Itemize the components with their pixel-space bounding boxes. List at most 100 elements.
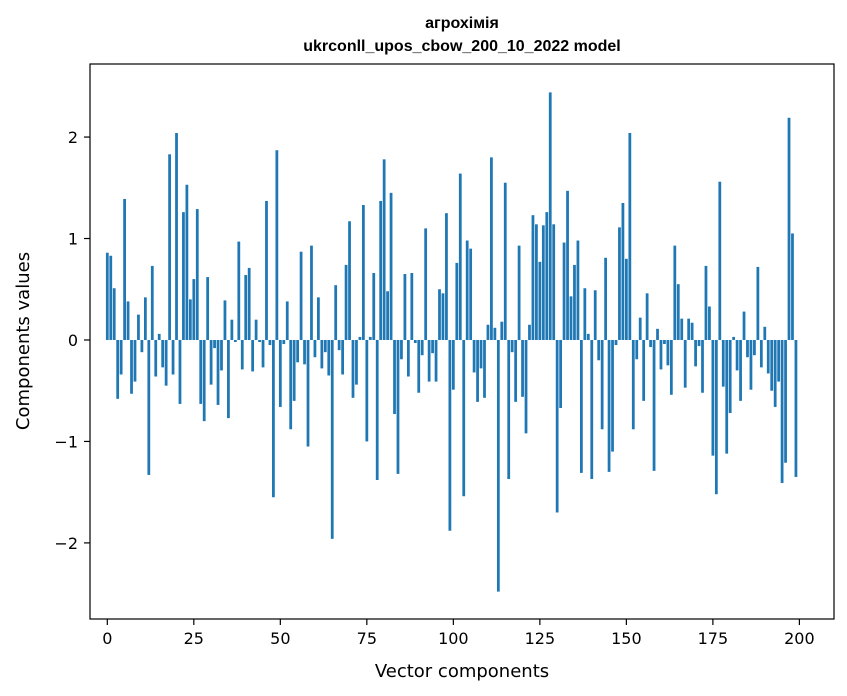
bar-187 [753,339,756,356]
bar-113 [496,339,500,592]
bar-164 [673,245,677,340]
bar-132 [562,242,566,340]
bar-161 [663,339,666,345]
bar-63 [323,339,327,353]
bar-195 [780,339,784,484]
bar-149 [621,203,625,340]
bar-3 [116,339,120,399]
bar-41 [247,267,251,340]
bar-140 [590,339,594,479]
bar-127 [545,212,549,340]
bar-148 [618,227,621,340]
bar-59 [310,245,313,340]
bar-169 [690,322,694,340]
bar-145 [607,339,611,472]
bar-19 [171,339,175,375]
bar-137 [580,339,583,473]
bar-160 [659,339,663,370]
bar-193 [773,339,777,407]
bar-68 [341,339,344,375]
bar-54 [292,339,296,401]
bar-35 [227,339,230,419]
bar-5 [123,198,126,340]
bar-89 [413,339,417,344]
bar-27 [199,339,203,404]
bar-39 [240,339,244,370]
bar-13 [150,265,154,340]
bar-131 [559,339,563,408]
bar-76 [368,336,372,340]
bar-196 [784,339,787,463]
bar-22 [182,212,185,340]
bar-42 [251,339,255,372]
bar-32 [216,339,220,405]
bar-142 [597,339,601,361]
bar-101 [455,262,459,340]
bar-77 [372,273,376,340]
bar-15 [157,333,161,340]
bar-176 [714,339,718,495]
bar-81 [386,291,389,340]
y-tick-label: 0 [68,331,78,350]
bar-123 [531,215,535,340]
x-tick-label: 150 [611,629,642,648]
bar-62 [320,339,324,369]
bar-172 [701,339,704,393]
bar-163 [669,339,673,395]
bar-30 [209,339,213,385]
bar-37 [233,339,237,343]
bar-18 [168,154,171,340]
bar-97 [441,293,445,340]
bar-153 [635,339,639,360]
x-axis-label: Vector components [375,661,549,682]
chart-title: агрохімія [425,15,499,32]
bar-114 [500,321,504,340]
bar-185 [746,339,749,358]
bar-61 [317,297,320,340]
bar-188 [756,266,760,340]
bar-118 [514,339,518,402]
bar-26 [195,209,199,340]
y-tick-label: −2 [54,534,78,553]
bar-171 [697,339,701,347]
bar-55 [296,339,300,363]
bar-108 [479,339,483,369]
bar-21 [178,339,182,404]
bar-111 [490,157,493,340]
bar-45 [261,339,265,368]
bar-46 [265,200,268,340]
bar-29 [206,277,210,340]
bar-170 [694,339,697,367]
bar-135 [573,264,576,340]
bar-107 [476,339,479,402]
bar-88 [410,273,414,340]
bar-122 [528,324,531,340]
bar-56 [299,251,303,340]
bar-144 [604,257,607,340]
bar-183 [739,339,742,401]
bar-177 [718,181,722,340]
bar-147 [614,339,618,346]
bar-12 [147,339,151,475]
bar-93 [427,339,431,382]
bar-117 [510,339,514,353]
bar-104 [465,240,469,340]
bar-25 [192,279,196,340]
bar-120 [521,339,524,397]
bar-181 [732,336,736,340]
bar-87 [406,339,410,377]
bar-50 [278,339,282,407]
x-tick-label: 100 [438,629,469,648]
bar-159 [656,328,659,340]
y-tick-label: −1 [54,432,78,451]
bar-75 [365,339,369,442]
bar-20 [175,132,178,340]
bar-14 [154,339,158,377]
bar-194 [777,339,781,382]
bar-4 [119,339,123,375]
x-tick-label: 125 [525,629,556,648]
bar-146 [611,339,614,452]
bar-98 [445,213,448,340]
bar-82 [389,192,393,340]
x-tick-label: 0 [102,629,112,648]
